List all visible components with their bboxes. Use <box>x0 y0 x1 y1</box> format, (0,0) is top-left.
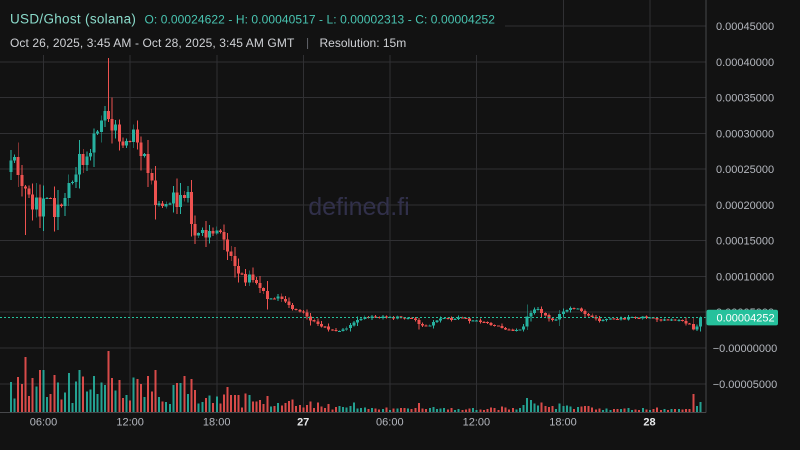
svg-text:06:00: 06:00 <box>30 417 58 429</box>
svg-text:0.00030000: 0.00030000 <box>716 128 774 140</box>
svg-text:12:00: 12:00 <box>463 417 491 429</box>
svg-text:Oct 26, 2025, 3:45 AM - Oct 28: Oct 26, 2025, 3:45 AM - Oct 28, 2025, 3:… <box>10 36 295 50</box>
svg-text:0.00035000: 0.00035000 <box>716 93 774 105</box>
svg-text:−0.00000000: −0.00000000 <box>713 343 778 355</box>
svg-text:O: 0.00024622 - H: 0.00040517: O: 0.00024622 - H: 0.00040517 - L: 0.000… <box>145 13 496 27</box>
svg-text:28: 28 <box>643 417 655 429</box>
svg-text:defined.fi: defined.fi <box>308 193 409 221</box>
svg-text:06:00: 06:00 <box>376 417 404 429</box>
svg-text:0.00025000: 0.00025000 <box>716 164 774 176</box>
svg-text:|: | <box>306 36 309 50</box>
svg-text:−0.00005000: −0.00005000 <box>713 379 778 391</box>
svg-text:18:00: 18:00 <box>203 417 231 429</box>
svg-text:18:00: 18:00 <box>549 417 577 429</box>
svg-text:0.00010000: 0.00010000 <box>716 272 774 284</box>
svg-text:0.00040000: 0.00040000 <box>716 57 774 69</box>
svg-text:0.00045000: 0.00045000 <box>716 21 774 33</box>
svg-text:0.00020000: 0.00020000 <box>716 200 774 212</box>
svg-text:0.00015000: 0.00015000 <box>716 236 774 248</box>
svg-text:0.00004252: 0.00004252 <box>717 313 775 325</box>
svg-text:27: 27 <box>297 417 309 429</box>
svg-text:USD/Ghost (solana): USD/Ghost (solana) <box>10 12 136 27</box>
svg-text:12:00: 12:00 <box>116 417 144 429</box>
svg-text:Resolution: 15m: Resolution: 15m <box>320 36 407 50</box>
